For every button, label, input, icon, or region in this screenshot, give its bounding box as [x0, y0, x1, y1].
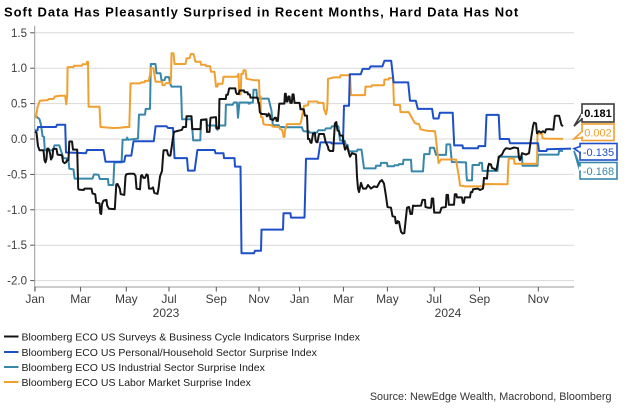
svg-text:0.5: 0.5	[11, 99, 27, 111]
svg-text:Jul: Jul	[427, 292, 442, 306]
svg-text:Jul: Jul	[161, 292, 176, 306]
svg-text:-1.0: -1.0	[7, 205, 27, 217]
svg-text:-0.168: -0.168	[583, 166, 614, 178]
svg-text:0.181: 0.181	[584, 108, 612, 120]
svg-text:Bloomberg ECO US Personal/Hous: Bloomberg ECO US Personal/Household Sect…	[22, 347, 318, 359]
svg-text:-1.5: -1.5	[7, 240, 27, 252]
svg-text:Jan: Jan	[25, 292, 44, 306]
svg-text:-2.0: -2.0	[7, 276, 27, 288]
svg-text:Nov: Nov	[528, 292, 549, 306]
svg-text:Sep: Sep	[206, 292, 228, 306]
svg-text:0.002: 0.002	[584, 127, 612, 139]
svg-text:May: May	[376, 292, 399, 306]
svg-text:-0.5: -0.5	[7, 169, 27, 181]
svg-text:Bloomberg ECO US Surveys & Bus: Bloomberg ECO US Surveys & Business Cycl…	[22, 332, 361, 344]
svg-text:-0.135: -0.135	[583, 147, 614, 159]
svg-text:Nov: Nov	[248, 292, 269, 306]
svg-text:Jan: Jan	[290, 292, 309, 306]
svg-text:Source: NewEdge Wealth, Macrob: Source: NewEdge Wealth, Macrobond, Bloom…	[370, 391, 612, 403]
svg-text:Bloomberg ECO US Labor Market: Bloomberg ECO US Labor Market Surprise I…	[22, 377, 252, 389]
svg-text:0.0: 0.0	[11, 134, 27, 146]
svg-text:Sep: Sep	[469, 292, 491, 306]
svg-text:Soft Data Has Pleasantly Surpr: Soft Data Has Pleasantly Surprised in Re…	[4, 5, 519, 20]
svg-text:Mar: Mar	[333, 292, 354, 306]
svg-text:1.5: 1.5	[11, 28, 27, 40]
svg-text:Bloomberg ECO US Industrial Se: Bloomberg ECO US Industrial Sector Surpr…	[22, 362, 266, 374]
svg-text:May: May	[115, 292, 138, 306]
svg-text:Mar: Mar	[70, 292, 91, 306]
svg-text:2023: 2023	[153, 306, 180, 320]
svg-text:1.0: 1.0	[11, 63, 27, 75]
svg-text:2024: 2024	[435, 306, 462, 320]
